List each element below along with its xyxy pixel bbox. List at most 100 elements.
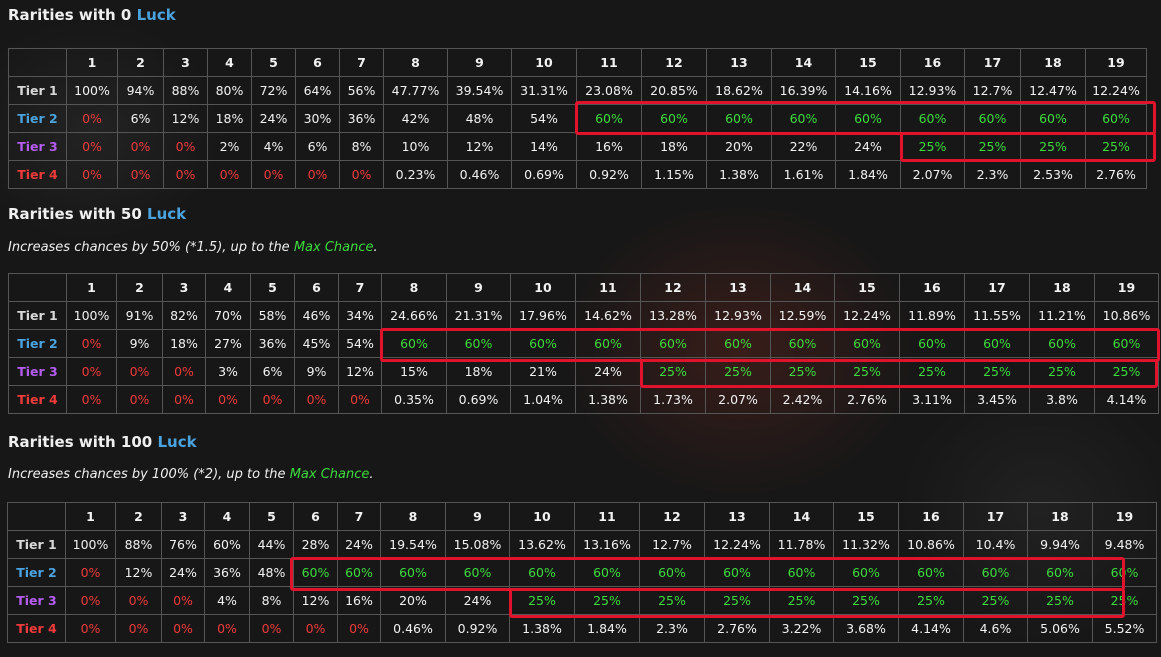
tier-2-row: Tier 2 0% 9% 18% 27% 36% 45% 54% 60% 60% 60% 60% 60%… — [8, 329, 1159, 358]
column-header-18: 18 — [1020, 48, 1086, 77]
tier-1-cell: 70% — [205, 301, 251, 330]
tier-4-cell: 0.69% — [446, 385, 511, 414]
tier-2-cell: 60% — [574, 558, 640, 587]
tier-2-cell: 60% — [833, 558, 899, 587]
tier-1-cell: 12.7% — [639, 530, 705, 559]
column-header-4: 4 — [207, 48, 252, 77]
tier-2-cell: 60% — [1085, 104, 1147, 133]
tier-2-cell: 60% — [899, 329, 965, 358]
tier-1-row: Tier 1 100% 91% 82% 70% 58% 46% 34% 24.66% 21.31%… — [8, 301, 1159, 330]
tier-2-cell: 60% — [900, 104, 965, 133]
tier-4-cell: 0% — [66, 385, 117, 414]
column-header-13: 13 — [704, 502, 770, 531]
column-header-14: 14 — [771, 48, 836, 77]
tier-1-cell: 23.08% — [576, 76, 642, 105]
tier-3-cell: 25% — [509, 586, 575, 615]
tier-4-cell: 4.14% — [1094, 385, 1159, 414]
column-header-2: 2 — [117, 48, 164, 77]
tier-3-cell: 25% — [769, 586, 834, 615]
tier-4-cell: 4.14% — [898, 614, 964, 643]
column-header-5: 5 — [251, 48, 296, 77]
column-header-6: 6 — [295, 48, 340, 77]
column-header-9: 9 — [446, 273, 511, 302]
tier-4-cell: 3.11% — [899, 385, 965, 414]
column-header-11: 11 — [576, 48, 642, 77]
tier-4-cell: 5.06% — [1027, 614, 1093, 643]
tier-3-cell: 25% — [704, 586, 770, 615]
tier-2-cell: 18% — [207, 104, 252, 133]
tier-3-cell: 25% — [898, 586, 964, 615]
tier-3-cell: 16% — [576, 132, 642, 161]
column-header-1: 1 — [65, 502, 116, 531]
tier-4-cell: 0% — [65, 614, 116, 643]
tier-2-cell: 48% — [249, 558, 294, 587]
tier-2-cell: 60% — [509, 558, 575, 587]
column-header-7: 7 — [337, 502, 381, 531]
tier-2-cell: 60% — [639, 558, 705, 587]
tier-3-row: Tier 3 0% 0% 0% 3% 6% 9% 12% 15% 18% 21% 24% 25% 25% 2… — [8, 357, 1159, 386]
luck-link[interactable]: Luck — [157, 433, 197, 451]
tier-4-cell: 0.69% — [511, 160, 577, 189]
tier-1-cell: 10.86% — [898, 530, 964, 559]
column-header-12: 12 — [641, 48, 707, 77]
column-header-5: 5 — [250, 273, 295, 302]
tier-4-cell: 2.3% — [964, 160, 1021, 189]
tier-4-cell: 0.46% — [380, 614, 446, 643]
tier-1-row: Tier 1 100% 88% 76% 60% 44% 28% 24% 19.54% 15.08%… — [7, 530, 1157, 559]
section-note: Increases chances by 100% (*2), up to th… — [8, 467, 374, 482]
tier-2-label: Tier 2 — [8, 329, 67, 358]
tier-2-cell: 12% — [163, 104, 208, 133]
tier-3-cell: 4% — [204, 586, 250, 615]
column-header-10: 10 — [509, 502, 575, 531]
tier-1-cell: 80% — [207, 76, 252, 105]
tier-1-cell: 9.94% — [1027, 530, 1093, 559]
tier-4-row: Tier 4 0% 0% 0% 0% 0% 0% 0% 0.46% 0.92% 1.38% 1.84%… — [7, 614, 1157, 643]
tier-3-cell: 24% — [835, 132, 901, 161]
tier-3-cell: 22% — [771, 132, 836, 161]
tier-1-cell: 12.93% — [705, 301, 771, 330]
tier-4-cell: 2.3% — [639, 614, 705, 643]
column-header-9: 9 — [445, 502, 510, 531]
column-header-4: 4 — [205, 273, 251, 302]
tier-3-cell: 15% — [381, 357, 447, 386]
tier-1-cell: 11.78% — [769, 530, 834, 559]
tier-3-cell: 25% — [900, 132, 965, 161]
tier-2-cell: 60% — [706, 104, 772, 133]
max-chance-link[interactable]: Max Chance — [293, 240, 374, 255]
tier-3-cell: 25% — [964, 357, 1030, 386]
tier-4-cell: 1.61% — [771, 160, 836, 189]
tier-1-cell: 12.7% — [964, 76, 1021, 105]
tier-4-cell: 0% — [204, 614, 250, 643]
tier-3-cell: 25% — [639, 586, 705, 615]
max-chance-link[interactable]: Max Chance — [289, 467, 370, 482]
tier-2-cell: 60% — [293, 558, 338, 587]
tier-3-cell: 25% — [1092, 586, 1157, 615]
tier-4-label: Tier 4 — [8, 160, 67, 189]
tier-4-cell: 2.76% — [834, 385, 900, 414]
tier-1-cell: 12.24% — [704, 530, 770, 559]
tier-3-cell: 0% — [66, 132, 118, 161]
section-luck-50: Rarities with 50 Luck Increases chances … — [8, 205, 378, 256]
corner-cell — [8, 48, 67, 77]
tier-3-cell: 12% — [338, 357, 382, 386]
tier-3-cell: 12% — [447, 132, 512, 161]
tier-3-label: Tier 3 — [7, 586, 66, 615]
tier-4-cell: 5.52% — [1092, 614, 1157, 643]
tier-1-cell: 10.86% — [1094, 301, 1159, 330]
rarity-table-luck-0: 1 2 3 4 5 6 7 8 9 10 11 12 13 14 15 16 17 18 19 Tier 1 100% 9… — [8, 48, 1147, 189]
luck-link[interactable]: Luck — [136, 6, 176, 24]
tier-2-cell: 36% — [250, 329, 295, 358]
tier-3-label: Tier 3 — [8, 132, 67, 161]
tier-4-cell: 1.38% — [706, 160, 772, 189]
tier-1-cell: 13.28% — [640, 301, 706, 330]
header-row: 1 2 3 4 5 6 7 8 9 10 11 12 13 14 15 16 17 18 19 — [8, 273, 1159, 302]
tier-2-cell: 60% — [834, 329, 900, 358]
tier-2-cell: 9% — [116, 329, 163, 358]
tier-4-cell: 2.76% — [704, 614, 770, 643]
tier-2-cell: 60% — [1029, 329, 1095, 358]
tier-2-cell: 24% — [251, 104, 296, 133]
tier-4-cell: 0% — [337, 614, 381, 643]
tier-1-cell: 24.66% — [381, 301, 447, 330]
luck-link[interactable]: Luck — [147, 205, 187, 223]
header-row: 1 2 3 4 5 6 7 8 9 10 11 12 13 14 15 16 17 18 19 — [7, 502, 1157, 531]
